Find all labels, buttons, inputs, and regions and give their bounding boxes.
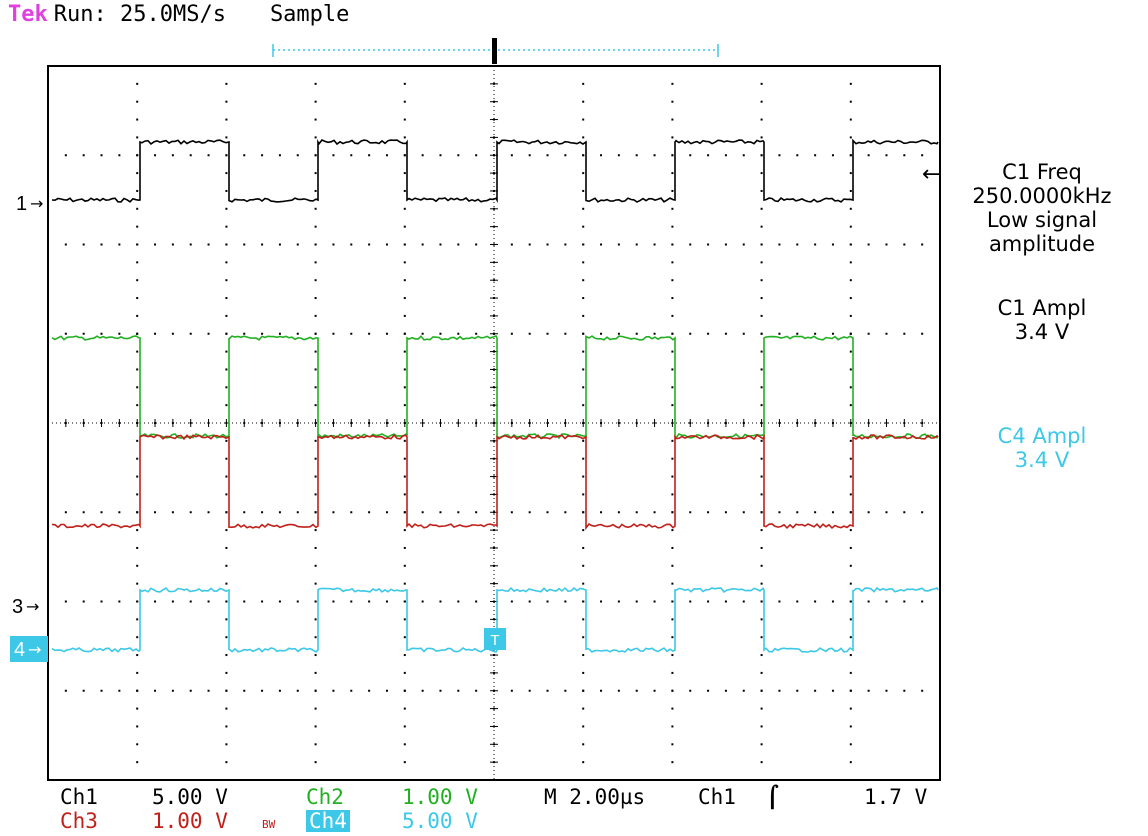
- scope-header: Tek Run: 25.0MS/s Sample: [8, 2, 349, 27]
- ch4-label[interactable]: Ch4: [306, 810, 350, 832]
- ch3-ground-marker[interactable]: 3 →: [12, 596, 39, 618]
- ch1-label[interactable]: Ch1: [60, 785, 98, 809]
- ch1-waveform: [51, 138, 939, 203]
- ch3-marker-label: 3: [12, 596, 23, 618]
- measurement-label: C4 Ampl: [997, 424, 1087, 448]
- measurement-c1-ampl: C1 Ampl 3.4 V: [942, 296, 1142, 344]
- measurement-c1-freq: C1 Freq 250.0000kHz Low signal amplitude: [942, 160, 1142, 256]
- trigger-position-marker[interactable]: [492, 38, 497, 64]
- ch3-label[interactable]: Ch3: [60, 809, 98, 833]
- ch4-marker-label: 4: [14, 639, 25, 661]
- ch2-waveform: [51, 335, 939, 440]
- arrow-right-icon: →: [26, 597, 39, 616]
- run-status: Run: 25.0MS/s: [53, 2, 226, 27]
- ch3-scale[interactable]: 1.00 V: [152, 809, 228, 833]
- ch4-scale[interactable]: 5.00 V: [402, 809, 478, 833]
- trigger-source[interactable]: Ch1: [698, 785, 736, 809]
- acquire-mode: Sample: [269, 2, 350, 27]
- graticule-grid: [47, 65, 940, 780]
- brand-logo: Tek: [8, 2, 48, 27]
- trigger-level[interactable]: 1.7 V: [864, 785, 928, 809]
- measurement-value: 250.0000kHz: [972, 184, 1112, 208]
- arrow-right-icon: →: [30, 194, 43, 213]
- ch1-marker-label: 1: [16, 193, 27, 215]
- ch3-waveform: [51, 433, 939, 531]
- trigger-level-arrow-icon[interactable]: ←: [922, 162, 940, 187]
- trigger-point-label: T: [490, 632, 499, 649]
- measurement-value: 3.4 V: [1014, 448, 1070, 472]
- measurement-label: C1 Ampl: [997, 296, 1087, 320]
- trigger-point-marker: T: [484, 628, 506, 650]
- rising-edge-icon[interactable]: ⌠: [766, 785, 779, 809]
- arrow-right-icon: →: [28, 640, 41, 659]
- record-position-bar[interactable]: [272, 38, 719, 64]
- measurement-label: C1 Freq: [1002, 160, 1082, 184]
- ch4-ground-marker[interactable]: 4 →: [10, 636, 48, 662]
- ch2-label[interactable]: Ch2: [306, 785, 344, 809]
- ch2-scale[interactable]: 1.00 V: [402, 785, 478, 809]
- bandwidth-limit-icon: BW: [262, 818, 276, 831]
- measurement-note: Low signal: [986, 208, 1098, 232]
- measurement-c4-ampl: C4 Ampl 3.4 V: [942, 424, 1142, 472]
- timebase-readout[interactable]: M 2.00µs: [544, 785, 646, 809]
- measurement-value: 3.4 V: [1014, 320, 1070, 344]
- ch1-ground-marker[interactable]: 1 →: [16, 193, 43, 215]
- measurement-note: amplitude: [988, 232, 1096, 256]
- ch1-scale[interactable]: 5.00 V: [152, 785, 228, 809]
